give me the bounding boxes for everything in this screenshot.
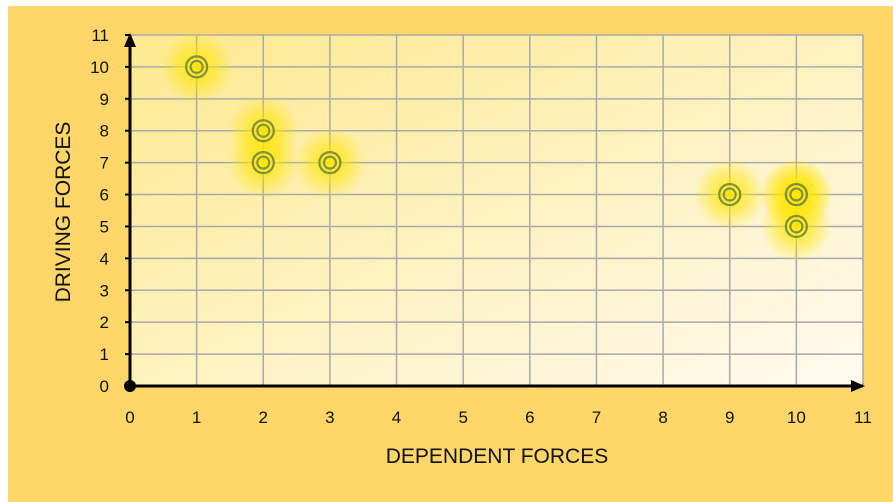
point-glow bbox=[227, 126, 300, 199]
point-outer-ring bbox=[784, 182, 808, 207]
x-tick-label: 6 bbox=[525, 408, 534, 427]
y-tick-label: 3 bbox=[100, 281, 109, 300]
x-axis-arrow bbox=[851, 380, 865, 392]
y-tick-label: 4 bbox=[100, 249, 109, 268]
y-axis-arrow bbox=[124, 33, 136, 47]
y-tick-label: 2 bbox=[100, 313, 109, 332]
point-inner-ring bbox=[256, 123, 271, 138]
data-point bbox=[251, 151, 275, 175]
point-inner-ring bbox=[189, 59, 204, 74]
data-point bbox=[251, 119, 275, 143]
y-tick-label: 7 bbox=[100, 154, 109, 173]
axes bbox=[124, 33, 865, 392]
x-axis-title: DEPENDENT FORCES bbox=[386, 445, 608, 468]
point-inner-ring bbox=[789, 219, 804, 234]
x-tick-label: 10 bbox=[787, 408, 806, 427]
x-tick-labels: 0 1 2 3 4 5 6 7 8 9 10 11 bbox=[125, 408, 872, 427]
data-points bbox=[185, 55, 808, 239]
point-glow bbox=[760, 190, 833, 263]
y-tick-label: 11 bbox=[91, 26, 109, 45]
x-tick-label: 3 bbox=[325, 408, 334, 427]
y-tick-label: 0 bbox=[100, 377, 109, 396]
y-tick-label: 8 bbox=[100, 122, 109, 141]
point-glow bbox=[160, 30, 233, 103]
x-tick-label: 5 bbox=[458, 408, 467, 427]
data-point bbox=[718, 182, 742, 207]
x-tick-label: 7 bbox=[592, 408, 601, 427]
point-glow bbox=[293, 126, 366, 199]
y-axis-title: DRIVING FORCES bbox=[52, 122, 75, 303]
x-tick-label: 1 bbox=[192, 408, 201, 427]
point-inner-ring bbox=[722, 187, 737, 202]
y-tick-label: 6 bbox=[100, 186, 109, 205]
point-outer-ring bbox=[251, 119, 275, 143]
x-tick-label: 8 bbox=[658, 408, 667, 427]
point-inner-ring bbox=[789, 187, 804, 202]
point-inner-ring bbox=[322, 155, 337, 170]
data-point bbox=[318, 151, 342, 175]
x-tick-label: 9 bbox=[725, 408, 734, 427]
y-tick-label: 9 bbox=[100, 90, 109, 109]
point-outer-ring bbox=[318, 151, 342, 175]
origin-dot bbox=[124, 380, 136, 392]
y-tick-label: 10 bbox=[90, 58, 109, 77]
x-tick-label: 11 bbox=[854, 408, 872, 427]
point-outer-ring bbox=[251, 151, 275, 175]
x-tick-label: 0 bbox=[125, 408, 134, 427]
x-tick-label: 4 bbox=[392, 408, 401, 427]
point-outer-ring bbox=[718, 182, 742, 207]
data-point bbox=[784, 182, 808, 207]
point-glows bbox=[160, 30, 833, 263]
y-tick-labels: 0 1 2 3 4 5 6 7 8 9 10 11 bbox=[90, 26, 109, 396]
point-outer-ring bbox=[784, 214, 808, 239]
data-point bbox=[784, 214, 808, 239]
data-point bbox=[185, 55, 209, 79]
point-inner-ring bbox=[256, 155, 271, 170]
point-outer-ring bbox=[185, 55, 209, 79]
point-glow bbox=[693, 158, 766, 231]
x-tick-label: 2 bbox=[259, 408, 268, 427]
y-tick-label: 1 bbox=[100, 345, 109, 364]
y-tick-label: 5 bbox=[100, 217, 109, 236]
